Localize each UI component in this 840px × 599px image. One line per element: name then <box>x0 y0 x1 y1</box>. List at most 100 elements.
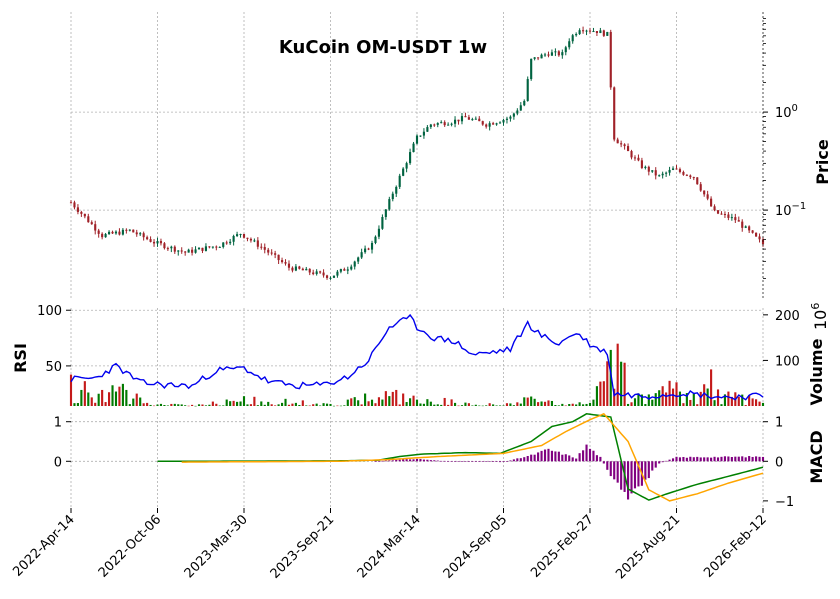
macd-hist-bar <box>422 459 425 462</box>
candle <box>152 239 156 247</box>
volume-bar <box>720 404 723 406</box>
volume-bar <box>595 386 598 406</box>
candle-body <box>146 237 149 240</box>
candle <box>602 29 605 38</box>
candle-body <box>125 229 128 231</box>
macd-hist-bar <box>741 456 744 462</box>
candle <box>412 141 415 153</box>
candle-body <box>381 217 384 229</box>
volume-bar <box>682 403 685 406</box>
macd-hist-bar <box>402 459 405 462</box>
candle-body <box>633 157 637 159</box>
volume-bar <box>453 402 457 406</box>
volume-bar <box>761 402 765 406</box>
macd-hist-bar <box>398 459 401 462</box>
volume-bar <box>689 399 692 406</box>
candle <box>748 225 751 234</box>
macd-hist-bar <box>758 456 761 462</box>
candle-body <box>166 248 169 250</box>
candle <box>249 237 252 243</box>
candle-body <box>76 207 79 212</box>
macd-hist-bar <box>620 461 623 490</box>
candle-body <box>595 31 598 34</box>
volume-bar <box>287 404 291 406</box>
volume-bar <box>367 401 370 406</box>
macd-hist-bar <box>703 457 706 462</box>
volume-bar <box>357 400 360 406</box>
macd-hist-bar <box>388 460 391 462</box>
macd-hist-bar <box>582 450 585 462</box>
candle-body <box>256 240 259 247</box>
candle-body <box>692 177 695 179</box>
candle <box>104 232 107 238</box>
candle <box>502 118 505 126</box>
volume-bar <box>152 405 156 407</box>
volume-bar <box>90 397 93 406</box>
macd-hist-bar <box>447 461 450 462</box>
candle-body <box>87 216 90 223</box>
candle-body <box>204 246 208 251</box>
candle <box>402 167 405 177</box>
volume-bar <box>294 402 297 406</box>
macd-hist-bar <box>516 458 519 462</box>
candle <box>744 225 747 229</box>
candle <box>374 235 377 245</box>
candle <box>180 247 183 254</box>
volume-bar <box>194 405 197 407</box>
candle <box>139 232 142 236</box>
candle <box>332 275 336 279</box>
macd-hist-bar <box>651 461 654 471</box>
candle-body <box>111 231 114 234</box>
volume-bar <box>530 396 533 406</box>
candle <box>658 174 661 177</box>
volume-bar <box>305 405 308 406</box>
candle-body <box>616 139 619 144</box>
candle <box>429 123 432 129</box>
candle <box>319 270 322 274</box>
candle <box>633 155 637 161</box>
candle-body <box>260 246 263 248</box>
candle <box>665 171 668 177</box>
candle-body <box>229 241 232 244</box>
candle-body <box>526 79 529 101</box>
candle-body <box>665 172 668 174</box>
candle-body <box>180 250 183 252</box>
macd-hist-bar <box>606 461 609 470</box>
volume-bar <box>263 404 266 406</box>
candle <box>723 211 727 218</box>
candle-body <box>191 249 194 253</box>
volume-bar <box>557 405 560 406</box>
candle-body <box>696 177 699 185</box>
macd-hist-bar <box>481 461 484 462</box>
volume-bar <box>111 385 114 406</box>
candle-body <box>308 268 311 273</box>
volume-bar <box>678 391 682 406</box>
macd-hist-bar <box>519 458 522 462</box>
candle <box>187 248 190 253</box>
candle <box>685 174 688 177</box>
candle-body <box>142 233 145 238</box>
candle-body <box>114 231 118 234</box>
volume-bar <box>94 402 97 406</box>
candle <box>585 29 588 36</box>
candle <box>678 167 682 174</box>
candle-body <box>426 127 429 132</box>
volume-axis-label: Volume <box>807 338 826 405</box>
candle <box>83 213 86 219</box>
volume-bar <box>395 389 398 406</box>
candle-body <box>135 232 138 235</box>
candle-body <box>571 35 574 42</box>
candle-body <box>353 261 356 267</box>
candle-body <box>737 220 740 222</box>
candle <box>471 117 474 121</box>
macd-hist-bar <box>450 461 453 462</box>
candle-body <box>177 250 180 252</box>
candle-body <box>194 249 197 253</box>
macd-hist-bar <box>727 456 730 462</box>
macd-hist-bar <box>699 457 702 462</box>
candle-body <box>315 271 318 275</box>
candle-body <box>336 271 339 276</box>
x-tick-label: 2025-Feb-27 <box>528 512 597 581</box>
volume-bar <box>156 404 159 406</box>
